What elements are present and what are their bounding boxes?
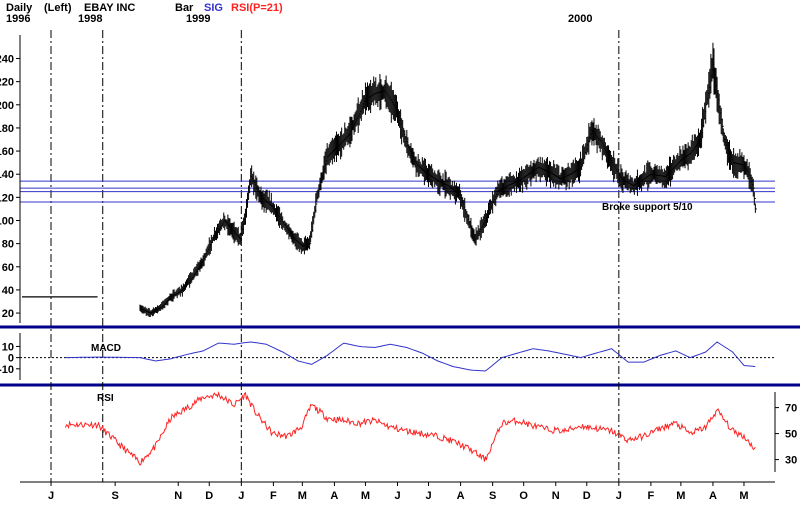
price-tick-label-200: 200 [0, 100, 14, 112]
macd-panel [20, 341, 775, 372]
x-tick-label: N [174, 490, 182, 502]
rsi-panel [65, 391, 756, 466]
price-tick-label-140: 140 [0, 169, 14, 181]
rsi-tag: RSI(P=21) [231, 2, 283, 14]
price-tick-label-40: 40 [2, 285, 14, 297]
price-tick-label-220: 220 [0, 77, 14, 89]
x-tick-label: D [583, 490, 591, 502]
x-tick-label: J [425, 490, 431, 502]
x-tick-label: M [676, 490, 685, 502]
axis-layer: 20406080100120140160180200220240100-1070… [0, 35, 797, 502]
macd-tick-label: -10 [0, 364, 14, 376]
x-tick-label: J [48, 490, 54, 502]
year-2000-label: 2000 [568, 13, 592, 25]
x-tick-label: F [270, 490, 277, 502]
x-tick-label: S [111, 490, 118, 502]
price-tick-label-240: 240 [0, 54, 14, 66]
period-label: Daily [6, 2, 33, 14]
x-tick-label: A [457, 490, 465, 502]
rsi-tick-label: 50 [785, 429, 797, 441]
price-tick-label-80: 80 [2, 239, 14, 251]
grid-layer [50, 30, 620, 482]
x-tick-label: M [361, 490, 370, 502]
year-1999-label: 1999 [186, 13, 210, 25]
x-tick-label: J [394, 490, 400, 502]
rsi-title: RSI [97, 393, 114, 404]
macd-tick-label: 0 [8, 353, 14, 365]
x-tick-label: F [648, 490, 655, 502]
macd-title: MACD [91, 343, 121, 354]
sig-tag: SIG [204, 2, 223, 14]
left-tag: (Left) [44, 2, 72, 14]
macd-line [65, 341, 756, 372]
bar-tag: Bar [175, 2, 194, 14]
price-panel [22, 42, 757, 318]
rsi-tick-label: 70 [785, 403, 797, 415]
rsi-line [65, 391, 756, 466]
x-tick-label: N [552, 490, 560, 502]
chart-header: Daily 1996 (Left) 1998 EBAY INC 1999 Bar… [6, 2, 592, 25]
x-tick-label: O [519, 490, 528, 502]
x-tick-label: S [489, 490, 496, 502]
x-tick-label: A [330, 490, 338, 502]
year-1998-label: 1998 [78, 13, 102, 25]
macd-tick-label: 10 [2, 341, 14, 353]
support-annotation: Broke support 5/10 [602, 202, 693, 213]
price-tick-label-160: 160 [0, 146, 14, 158]
support-layer [20, 180, 775, 203]
price-tick-label-20: 20 [2, 308, 14, 320]
x-tick-label: A [709, 490, 717, 502]
x-tick-label: M [298, 490, 307, 502]
rsi-tick-label: 30 [785, 455, 797, 467]
x-tick-label: D [205, 490, 213, 502]
price-tick-label-100: 100 [0, 215, 14, 227]
price-tick-label-120: 120 [0, 192, 14, 204]
x-tick-label: M [739, 490, 748, 502]
year-1996-label: 1996 [6, 13, 30, 25]
x-tick-label: J [616, 490, 622, 502]
label-layer: Broke support 5/10 MACD RSI [91, 202, 693, 404]
x-tick-label: J [238, 490, 244, 502]
price-tick-label-180: 180 [0, 123, 14, 135]
price-tick-label-60: 60 [2, 262, 14, 274]
ticker-title: EBAY INC [84, 2, 135, 14]
